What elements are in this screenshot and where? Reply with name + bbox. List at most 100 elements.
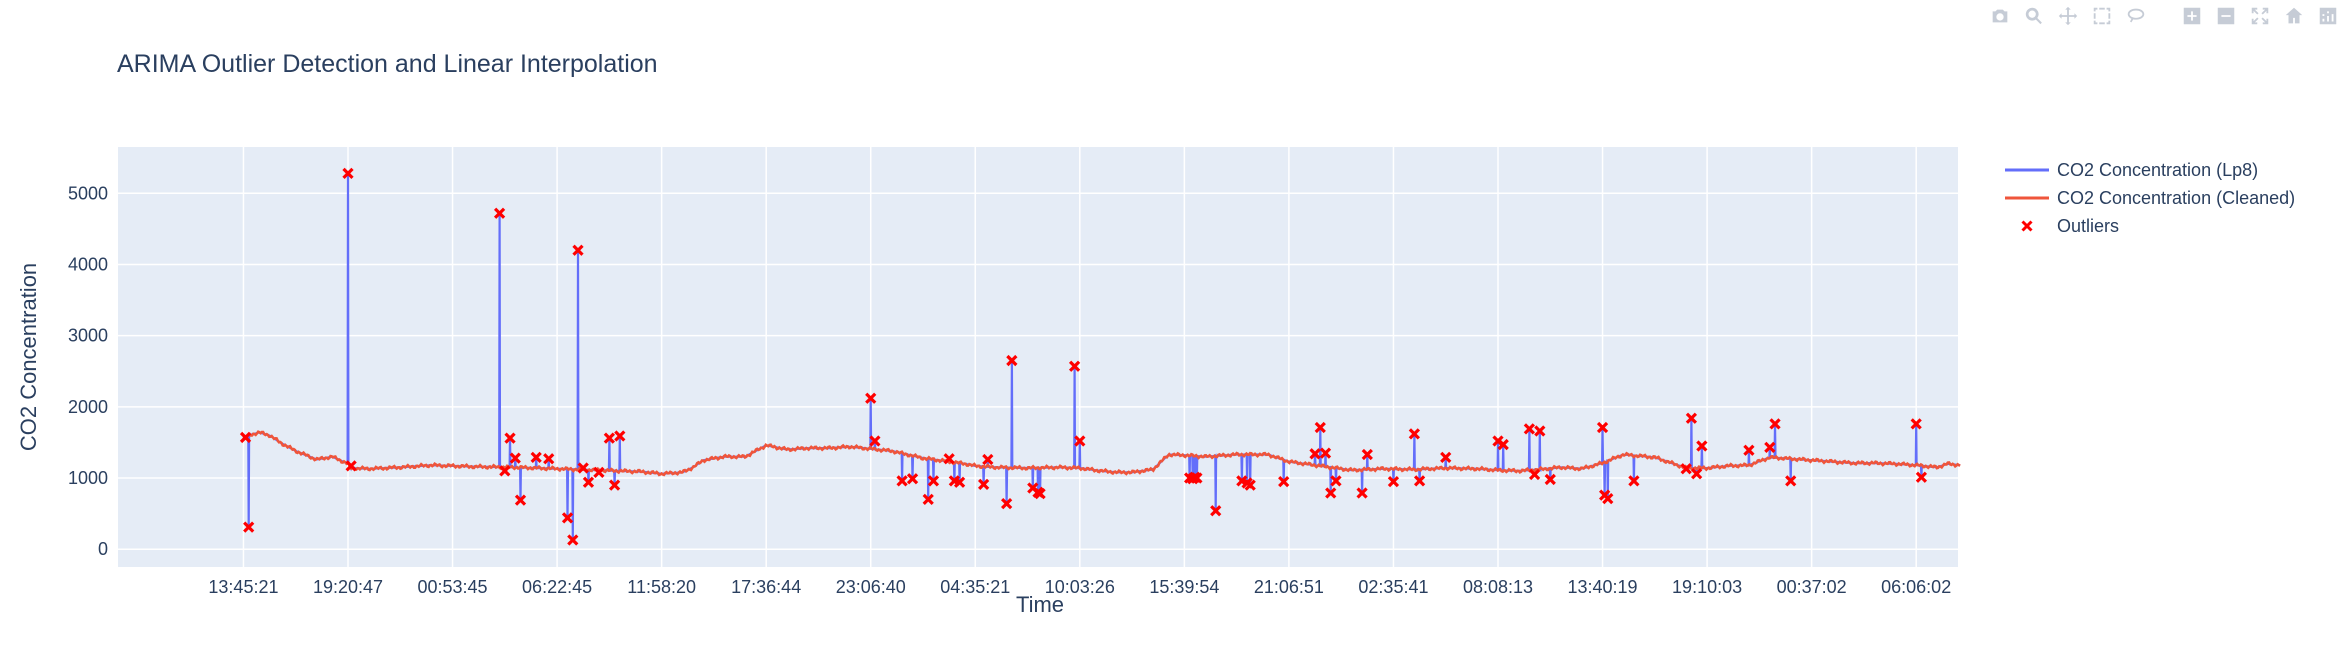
outlier-marker-stroke <box>896 475 908 487</box>
outlier-marker <box>504 432 516 444</box>
outlier-marker <box>593 466 605 478</box>
y-tick-label: 4000 <box>68 254 108 274</box>
outlier-marker <box>561 512 574 524</box>
x-tick-label: 19:20:47 <box>313 577 383 597</box>
outlier-marker <box>1680 463 1692 475</box>
pan-icon[interactable] <box>2054 2 2082 30</box>
autoscale-icon-glyph <box>2251 7 2269 25</box>
outlier-marker <box>530 451 542 464</box>
plot-area[interactable] <box>118 147 1958 567</box>
y-tick-label: 1000 <box>68 468 108 488</box>
outlier-marker <box>869 435 881 447</box>
outlier-marker <box>1191 472 1203 484</box>
outlier-marker <box>1915 471 1928 483</box>
outlier-marker-stroke <box>1074 435 1086 447</box>
outlier-marker-stroke <box>1314 421 1326 434</box>
legend-item[interactable]: Outliers <box>2021 216 2120 236</box>
outlier-marker <box>978 478 990 491</box>
outlier-marker <box>1528 468 1541 481</box>
zoom-icon-glyph <box>2025 7 2042 25</box>
outlier-marker <box>1596 421 1609 434</box>
legend: CO2 Concentration (Lp8) CO2 Concentration… <box>2005 160 2295 236</box>
camera-icon[interactable] <box>1986 2 2014 30</box>
legend-label-cleaned: CO2 Concentration (Cleaned) <box>2057 188 2295 208</box>
x-tick-label: 08:08:13 <box>1463 577 1533 597</box>
outlier-marker-stroke <box>978 478 990 491</box>
outlier-marker-stroke <box>1309 448 1321 460</box>
legend-label-outliers: Outliers <box>2057 216 2119 236</box>
outlier-marker-stroke <box>927 475 940 487</box>
zoom-in-icon-glyph <box>2183 7 2201 25</box>
outlier-marker-stroke <box>1006 354 1018 367</box>
legend-item[interactable]: CO2 Concentration (Cleaned) <box>2005 188 2295 208</box>
outlier-marker <box>922 493 934 506</box>
outlier-marker-stroke <box>1361 448 1373 461</box>
outlier-marker <box>577 462 589 474</box>
legend-label-raw: CO2 Concentration (Lp8) <box>2057 160 2258 180</box>
reset-axes-icon-glyph <box>2285 7 2303 24</box>
outlier-marker-stroke <box>1440 451 1452 464</box>
outlier-marker-stroke <box>514 494 527 506</box>
outlier-marker <box>345 460 357 472</box>
outlier-marker <box>1244 479 1256 491</box>
outlier-marker-stroke <box>1743 444 1755 456</box>
outlier-marker <box>1910 418 1922 430</box>
outlier-marker <box>543 453 555 465</box>
outlier-marker <box>1628 475 1640 487</box>
x-tick-label: 11:58:20 <box>627 577 696 597</box>
outlier-marker-stroke <box>493 207 506 219</box>
outlier-marker-stroke <box>1523 423 1535 435</box>
outlier-marker <box>865 392 877 404</box>
outlier-marker <box>243 521 255 533</box>
outlier-marker <box>943 453 955 465</box>
x-tick-label: 00:37:02 <box>1777 577 1847 597</box>
zoom-icon[interactable] <box>2020 2 2048 30</box>
outlier-marker <box>1497 438 1509 451</box>
lasso-select-icon[interactable] <box>2122 2 2150 30</box>
outlier-marker <box>603 432 615 444</box>
legend-item[interactable]: CO2 Concentration (Lp8) <box>2005 160 2258 180</box>
outlier-marker-stroke <box>1244 479 1256 491</box>
outlier-marker <box>982 453 994 466</box>
x-tick-label: 06:22:45 <box>522 577 592 597</box>
outlier-marker-stroke <box>1408 428 1420 440</box>
outlier-marker <box>572 244 584 256</box>
outlier-marker-stroke <box>1027 482 1039 494</box>
box-select-icon[interactable] <box>2088 2 2116 30</box>
outlier-marker <box>1210 505 1222 517</box>
y-axis-title: CO2 Concentration <box>16 263 41 451</box>
outlier-marker-stroke <box>1596 421 1609 434</box>
outlier-marker <box>342 167 354 179</box>
outlier-marker-stroke <box>869 435 881 447</box>
series-layer <box>239 167 1961 546</box>
outlier-marker <box>927 475 940 487</box>
outlier-marker <box>493 207 506 219</box>
outlier-marker-stroke <box>1602 493 1614 505</box>
outlier-marker <box>896 475 908 487</box>
plotly-logo-icon[interactable] <box>2314 2 2342 30</box>
outlier-marker-stroke <box>1413 475 1426 487</box>
plotly-logo-icon-glyph <box>2319 7 2337 25</box>
x-tick-label: 19:10:03 <box>1672 577 1742 597</box>
zoom-out-icon[interactable] <box>2212 2 2240 30</box>
x-tick-label: 23:06:40 <box>836 577 906 597</box>
zoom-in-icon[interactable] <box>2178 2 2206 30</box>
outlier-marker-stroke <box>1319 447 1332 459</box>
reset-axes-icon[interactable] <box>2280 2 2308 30</box>
outlier-marker-stroke <box>1628 475 1640 487</box>
outlier-marker <box>1356 487 1368 499</box>
outlier-marker-stroke <box>1325 487 1337 499</box>
autoscale-icon[interactable] <box>2246 2 2274 30</box>
outlier-marker-stroke <box>1191 472 1203 484</box>
outlier-marker-stroke <box>1764 441 1776 454</box>
outlier-marker-stroke <box>943 453 955 465</box>
x-tick-label: 06:06:02 <box>1881 577 1951 597</box>
outlier-marker-stroke <box>1387 475 1400 488</box>
outlier-marker <box>1361 448 1373 461</box>
box-select-icon-glyph <box>2093 7 2111 25</box>
outlier-marker-stroke <box>499 465 511 477</box>
outlier-marker-stroke <box>1685 412 1698 424</box>
outlier-marker <box>1440 451 1452 464</box>
outlier-marker-stroke <box>1278 475 1290 488</box>
outlier-marker-stroke <box>1680 463 1692 475</box>
